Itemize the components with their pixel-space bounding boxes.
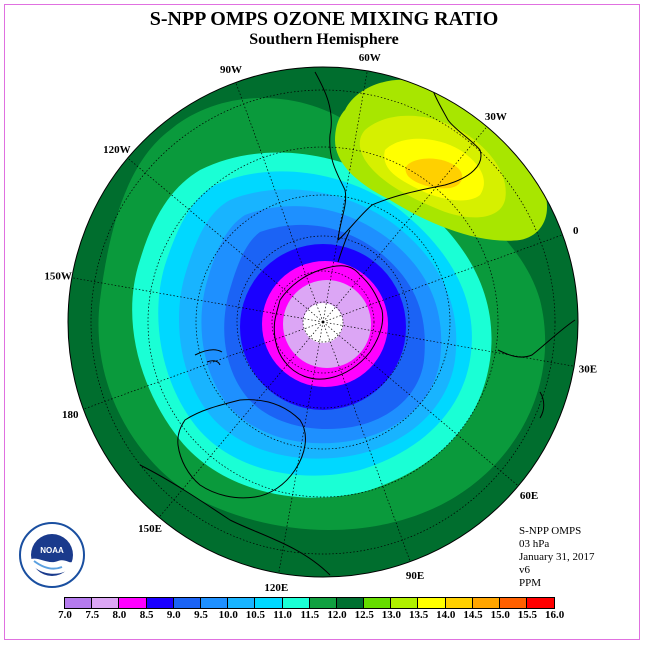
colorbar-tick-label: 13.5 (408, 609, 429, 621)
meridian-line (322, 70, 368, 323)
svg-text:NOAA: NOAA (40, 546, 64, 555)
meridian-line (278, 321, 324, 574)
colorbar-swatch (119, 598, 147, 608)
colorbar-swatch (65, 598, 93, 608)
longitude-labels: 90W 60W 30W 0 30E 60E 90E 120E 150E 180 150W 120W (44, 52, 597, 594)
coastline-new-zealand (194, 349, 223, 366)
colorbar-tick-label: 8.5 (139, 609, 154, 621)
colorbar-tick-label: 9.0 (166, 609, 181, 621)
info-date: January 31, 2017 (519, 551, 595, 563)
colorbar-tick-label: 11.0 (273, 609, 292, 621)
colorbar-tick-label: 7.0 (58, 609, 72, 621)
meridian-lines (71, 70, 575, 574)
colorbar-swatch (228, 598, 256, 608)
colorbar-swatch (146, 598, 174, 608)
meridian-line (127, 157, 324, 323)
colorbar-tick-label: 14.0 (436, 609, 456, 621)
colorbar-tick-label: 9.5 (194, 609, 208, 621)
longitude-label: 150E (138, 523, 162, 535)
meridian-line (83, 321, 324, 410)
colorbar-swatch (255, 598, 283, 608)
colorbar-tick-label: 7.5 (85, 609, 100, 621)
colorbar-tick-label: 10.5 (245, 609, 266, 621)
colorbar-tick-label: 13.0 (381, 609, 402, 621)
longitude-label: 120E (264, 582, 288, 594)
colorbar-swatch (445, 598, 473, 608)
coastline-antarctica (273, 265, 384, 380)
colorbar-tick-label: 16.0 (544, 609, 565, 621)
colorbar-tick-label: 8.0 (112, 609, 127, 621)
meridian-line (322, 321, 519, 487)
longitude-label: 0 (573, 225, 579, 237)
colorbar-swatch (527, 598, 555, 608)
colorbar-swatch (282, 598, 310, 608)
figure-frame (4, 4, 640, 640)
latitude-circle-80s (302, 301, 344, 343)
longitude-label: 30E (579, 364, 597, 376)
map-title: S-NPP OMPS OZONE MIXING RATIO (149, 8, 499, 30)
info-block: S-NPP OMPS 03 hPa January 31, 2017 v6 PP… (519, 525, 594, 590)
coastline-indonesia (139, 464, 331, 576)
colorbar-swatch (309, 598, 337, 608)
colorbar-swatch (472, 598, 500, 608)
latitude-circle-60s (236, 235, 410, 409)
info-pressure: 03 hPa (519, 538, 550, 550)
longitude-label: 30W (485, 111, 507, 123)
colorbar-tick-label: 10.0 (218, 609, 238, 621)
longitude-label: 60W (359, 52, 381, 64)
meridian-line (235, 82, 324, 323)
colorbar-tick-label: 14.5 (463, 609, 483, 621)
meridian-line (71, 277, 324, 323)
latitude-circle-70s (271, 270, 375, 374)
latitude-circle-50s (195, 194, 451, 450)
coastline-africa (497, 319, 576, 358)
colorbar-tick-label: 12.5 (354, 609, 374, 621)
latitude-circle-40s (147, 146, 499, 498)
noaa-logo: NOAA (19, 522, 85, 588)
info-units: PPM (519, 577, 542, 589)
coastline-australia (177, 399, 306, 499)
longitude-label: 150W (44, 270, 72, 282)
latitude-circle-30s (90, 89, 556, 555)
colorbar-swatch (336, 598, 365, 608)
colorbar-swatch (391, 598, 419, 608)
info-version: v6 (519, 564, 530, 576)
colorbar (64, 597, 556, 609)
longitude-label: 90W (220, 64, 242, 76)
colorbar-swatch (500, 598, 528, 608)
map-outline (67, 66, 579, 578)
meridian-line (322, 126, 488, 323)
longitude-label: 60E (520, 490, 538, 502)
colorbar-tick-label: 15.5 (517, 609, 538, 621)
colorbar-swatch (364, 598, 392, 608)
meridian-line (322, 234, 563, 323)
coastline-antarctic-peninsula (337, 229, 351, 263)
meridian-line (322, 321, 575, 367)
longitude-label: 90E (406, 570, 424, 582)
colorbar-swatch (418, 598, 446, 608)
coastline-madagascar (539, 391, 545, 419)
colorbar-tick-label: 15.0 (490, 609, 510, 621)
colorbar-swatch (92, 598, 120, 608)
meridian-line (322, 321, 411, 562)
longitude-label: 120W (103, 144, 131, 156)
colorbar-tick-label: 12.0 (327, 609, 347, 621)
info-instrument: S-NPP OMPS (519, 525, 582, 537)
colorbar-swatch (173, 598, 201, 608)
longitude-label: 180 (62, 409, 79, 421)
colorbar-tick-label: 11.5 (300, 609, 320, 621)
meridian-line (158, 321, 324, 518)
map-subtitle: Southern Hemisphere (249, 31, 399, 48)
colorbar-ticks: 7.0 7.5 8.0 8.5 9.0 9.5 10.0 10.5 11.0 11.5 12.0 12… (50, 609, 610, 623)
contour-14 (405, 158, 463, 189)
colorbar-swatch (200, 598, 229, 608)
